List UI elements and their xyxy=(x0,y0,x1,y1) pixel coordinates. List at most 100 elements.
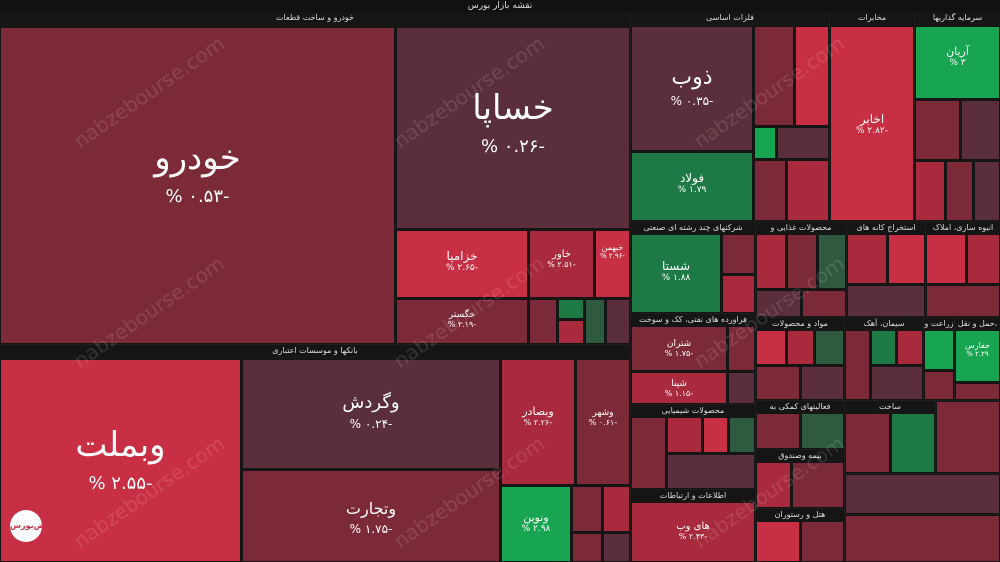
tile-vgardesh[interactable]: وگردش % ۰.۲۴- xyxy=(242,359,500,469)
tile-small-cn2[interactable] xyxy=(891,413,935,473)
tile-small-c3[interactable] xyxy=(897,330,923,365)
tile-small-re3[interactable] xyxy=(926,285,1000,317)
tile-small-f1[interactable] xyxy=(756,234,786,289)
tile-small-s1[interactable] xyxy=(722,234,755,274)
sector-label-it: اطلاعات و ارتباطات xyxy=(631,490,755,501)
tile-small-ch4[interactable] xyxy=(729,417,755,453)
tile-small-p1[interactable] xyxy=(728,326,755,371)
sector-label-realestate: انبوه سازی، املاک xyxy=(926,222,1000,233)
tile-small-a2[interactable] xyxy=(558,299,584,319)
tile-small-m1[interactable] xyxy=(754,127,776,159)
tile-zob[interactable]: ذوب % ۰.۳۵- xyxy=(631,26,753,151)
tile-small-i2[interactable] xyxy=(961,100,1000,160)
tile-pct: % ۱.۷۵- xyxy=(664,349,694,358)
tile-small-ag1[interactable] xyxy=(924,330,954,370)
tile-small-mt4[interactable] xyxy=(756,366,800,400)
tile-small-mt5[interactable] xyxy=(801,366,844,400)
tile-small-i3[interactable] xyxy=(915,161,945,221)
tile-small-i1[interactable] xyxy=(915,100,960,160)
tile-khodro[interactable]: خودرو % ۰.۵۳- xyxy=(0,27,395,344)
tile-small-mt2[interactable] xyxy=(787,330,814,365)
tile-small-m2[interactable] xyxy=(777,127,829,159)
tile-small-in1[interactable] xyxy=(756,462,791,508)
tile-shepna[interactable]: شپنا % ۱.۱۵- xyxy=(631,372,727,404)
tile-small-f3[interactable] xyxy=(818,234,846,289)
tile-small-x1[interactable] xyxy=(936,401,1000,473)
tile-small-mn2[interactable] xyxy=(888,234,925,284)
tile-pct: % ۲.۸۲- xyxy=(855,126,889,136)
tile-hafars[interactable]: حفارس % ۲.۲۹ xyxy=(955,330,1000,382)
tile-small-m4[interactable] xyxy=(787,160,829,221)
tile-name: ونوین xyxy=(523,511,549,524)
tile-khapa[interactable]: خساپا % ۰.۲۶- xyxy=(396,27,630,229)
tile-small-in2[interactable] xyxy=(792,462,844,508)
tile-vbsader[interactable]: وبصادر % ۲.۲۶- xyxy=(501,359,575,485)
tile-small-p2[interactable] xyxy=(728,372,755,404)
tile-akhaber[interactable]: اخابر % ۲.۸۲- xyxy=(830,26,914,221)
tile-vtejarat[interactable]: وتجارت % ۱.۷۵- xyxy=(242,470,500,562)
sector-label-insurance: بیمه وصندوق xyxy=(756,450,844,461)
tile-small-a1[interactable] xyxy=(529,299,557,344)
tile-small-ag2[interactable] xyxy=(924,371,954,400)
tile-small-s2[interactable] xyxy=(722,275,755,313)
tile-shatran[interactable]: شتران % ۱.۷۵- xyxy=(631,326,727,371)
tile-khegostar[interactable]: خگستر % ۲.۱۹- xyxy=(396,299,528,344)
tile-small-ax1[interactable] xyxy=(756,413,800,449)
tile-small-re1[interactable] xyxy=(926,234,966,284)
tile-small-h2[interactable] xyxy=(801,521,844,562)
tile-small-f4[interactable] xyxy=(756,290,801,317)
tile-small-b4[interactable] xyxy=(603,533,630,562)
tile-small-ch1[interactable] xyxy=(631,417,666,489)
tile-small-ch3[interactable] xyxy=(703,417,728,453)
tile-pct: % ۲.۹۸ xyxy=(521,524,551,534)
tile-small-c4[interactable] xyxy=(871,366,923,400)
tile-small-c1[interactable] xyxy=(845,330,870,400)
tile-small-a4[interactable] xyxy=(585,299,605,344)
tile-name: خساپا xyxy=(472,88,554,128)
tile-small-x3[interactable] xyxy=(845,515,1000,562)
brand-logo: نبض‌بورس xyxy=(10,510,51,542)
tile-fmeli[interactable] xyxy=(754,26,794,126)
tile-small-f5[interactable] xyxy=(802,290,846,317)
tile-small-c2[interactable] xyxy=(871,330,896,365)
tile-foolad[interactable]: فولاد % ۱.۷۹ xyxy=(631,152,753,221)
tile-small-h1[interactable] xyxy=(756,521,800,562)
tile-small-t1[interactable] xyxy=(955,383,1000,400)
tile-vshahr[interactable]: وشهر % ۰.۶۱- xyxy=(576,359,630,485)
tile-khavar[interactable]: خاور % ۲.۵۱- xyxy=(529,230,594,298)
tile-small-mt1[interactable] xyxy=(756,330,786,365)
sector-multi: شرکتهای چند رشته ای صنعتی شستا % ۱.۸۸ xyxy=(631,222,755,313)
tile-shasta[interactable]: شستا % ۱.۸۸ xyxy=(631,234,721,313)
tile-small-cn1[interactable] xyxy=(845,413,890,473)
tile-small-a5[interactable] xyxy=(606,299,630,344)
tile-vnovin[interactable]: ونوین % ۲.۹۸ xyxy=(501,486,571,562)
tile-name: خودرو xyxy=(154,138,241,178)
tile-small-a3[interactable] xyxy=(558,320,584,344)
tile-small-mn3[interactable] xyxy=(847,285,925,317)
tile-small-m3[interactable] xyxy=(754,160,786,221)
sector-label-chemical: محصولات شیمیایی xyxy=(631,405,755,416)
tile-small-mt3[interactable] xyxy=(815,330,844,365)
tile-small-re2[interactable] xyxy=(967,234,1000,284)
tile-small-ch2[interactable] xyxy=(667,417,702,453)
tile-small-ch5[interactable] xyxy=(667,454,755,489)
tile-small-f2[interactable] xyxy=(787,234,817,289)
tile-small-mn1[interactable] xyxy=(847,234,887,284)
sector-label-metals: فلزات اساسی xyxy=(631,12,829,23)
tile-small-b1[interactable] xyxy=(572,486,602,532)
tile-small-ax2[interactable] xyxy=(801,413,844,449)
tile-heywab[interactable]: های وب % ۲.۴۳- xyxy=(631,502,755,562)
sector-label-food: محصولات غذایی و xyxy=(756,222,846,233)
tile-kheyman[interactable]: خبهمن % ۲.۹۶- xyxy=(595,230,630,298)
tile-aryan[interactable]: آریان % ۳ xyxy=(915,26,1000,99)
tile-fkhoz[interactable] xyxy=(795,26,829,126)
tile-small-b3[interactable] xyxy=(572,533,602,562)
tile-small-i4[interactable] xyxy=(946,161,973,221)
tile-small-x2[interactable] xyxy=(845,474,1000,514)
tile-name: حفارس xyxy=(964,341,991,350)
sector-materials: مواد و محصولات xyxy=(756,318,844,400)
tile-name: خگستر xyxy=(448,310,476,320)
tile-small-b2[interactable] xyxy=(603,486,630,532)
tile-khzamia[interactable]: خزامیا % ۲.۶۵- xyxy=(396,230,528,298)
tile-small-i5[interactable] xyxy=(974,161,1000,221)
